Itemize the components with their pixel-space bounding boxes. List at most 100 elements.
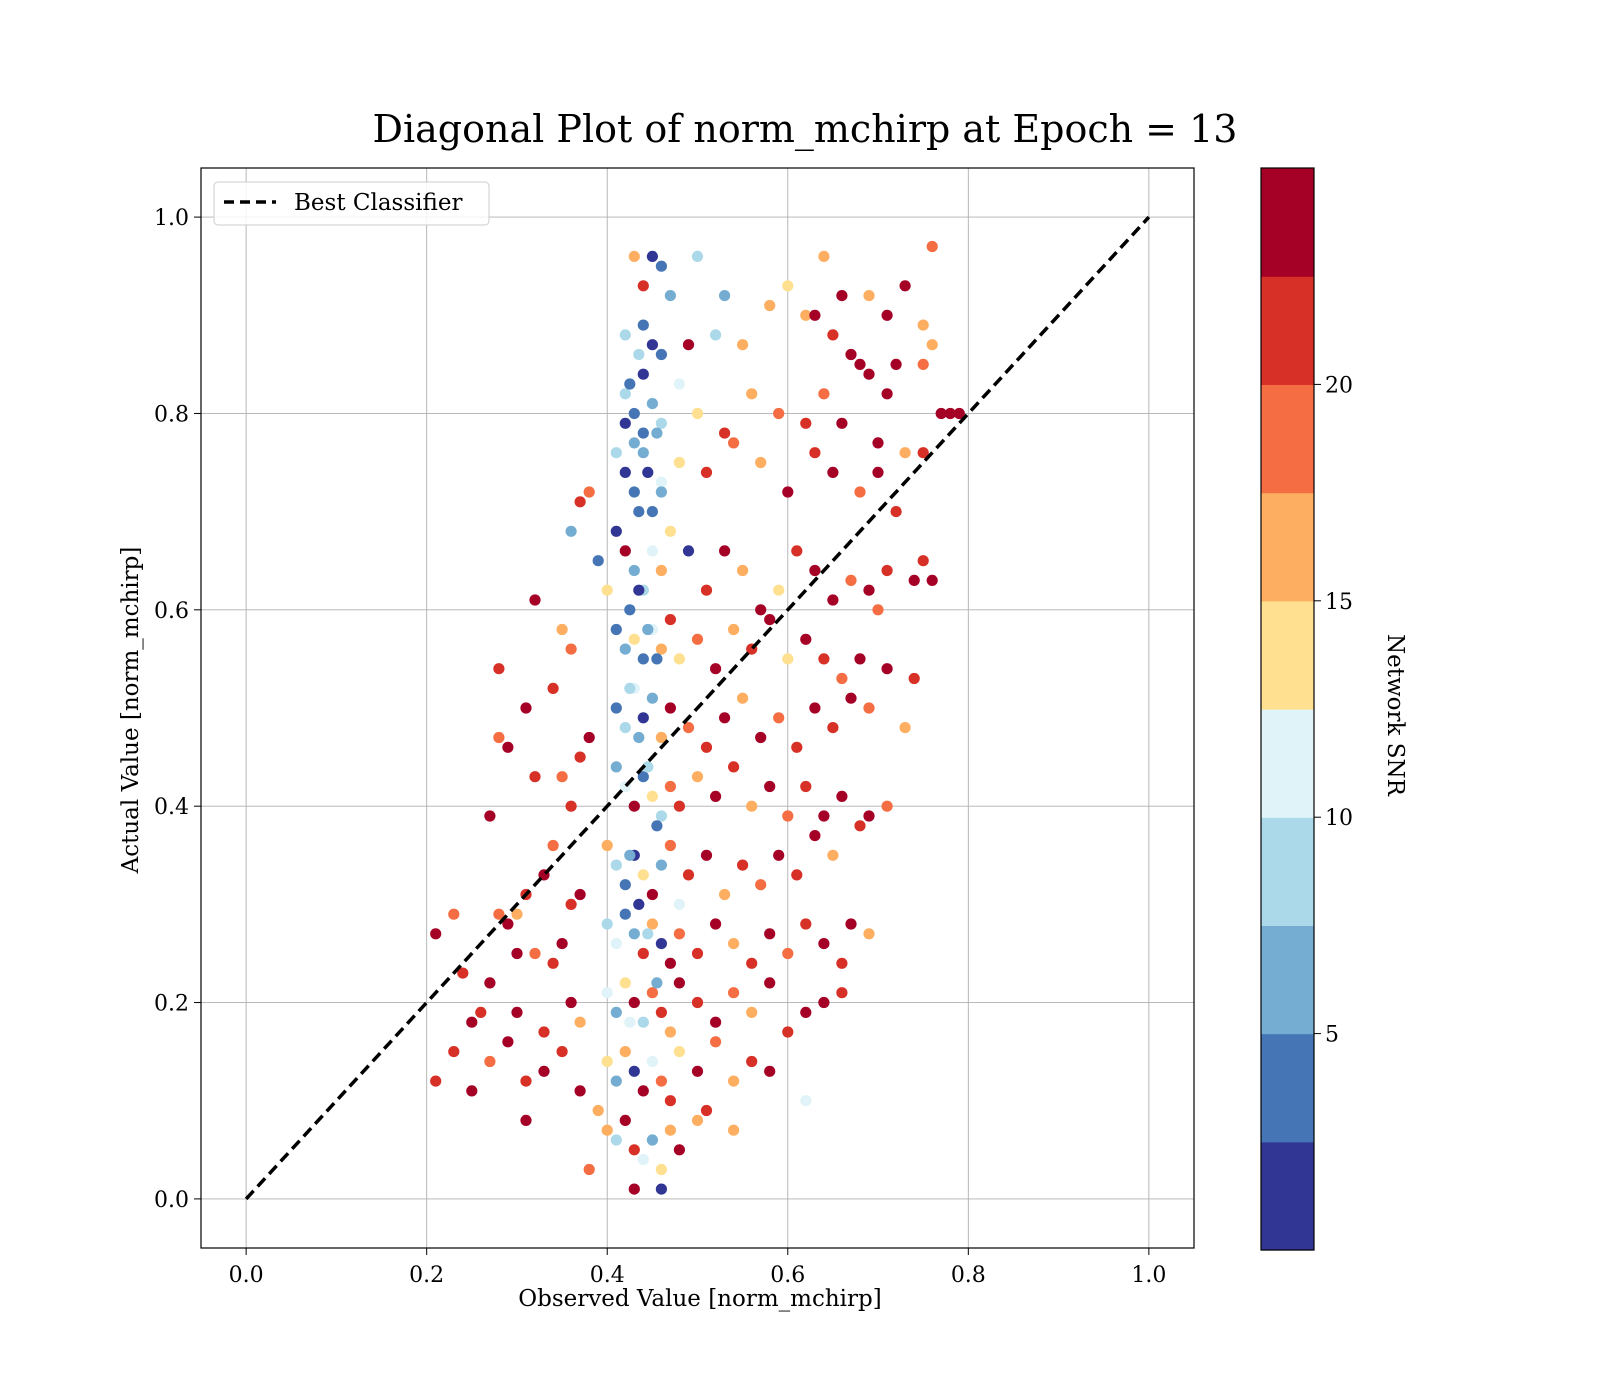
data-point <box>800 1095 812 1107</box>
data-point <box>628 250 640 262</box>
data-point <box>637 869 649 881</box>
data-point <box>493 731 505 744</box>
data-point <box>466 1085 478 1097</box>
data-point <box>863 928 875 940</box>
data-point <box>728 1124 740 1136</box>
colorbar-segment <box>1261 817 1314 926</box>
data-point <box>845 918 857 930</box>
data-point <box>764 780 776 793</box>
data-point <box>899 447 911 459</box>
data-point <box>601 1124 613 1136</box>
data-point <box>836 957 848 969</box>
data-point <box>529 594 541 606</box>
data-point <box>700 1104 713 1117</box>
data-point <box>655 348 668 361</box>
y-tick-label: 0.4 <box>154 795 189 820</box>
data-point <box>863 368 875 380</box>
data-point <box>890 506 902 518</box>
data-point <box>556 771 568 783</box>
data-point <box>565 898 577 911</box>
data-point <box>637 1016 649 1028</box>
colorbar: 5 10 15 20 Network SNR <box>1260 167 1408 1251</box>
data-point <box>899 722 911 734</box>
data-point <box>574 888 586 901</box>
data-point <box>633 898 645 911</box>
data-point <box>782 810 794 822</box>
data-point <box>565 525 577 537</box>
x-tick-label: 1.0 <box>1131 1263 1166 1288</box>
data-point <box>637 368 649 380</box>
data-point <box>646 1055 659 1068</box>
data-point <box>646 506 659 518</box>
data-point <box>646 545 659 557</box>
data-point <box>673 928 686 940</box>
data-point <box>633 584 645 596</box>
data-point <box>800 633 812 645</box>
data-point <box>682 722 695 734</box>
data-point <box>664 957 677 969</box>
data-point <box>773 584 785 596</box>
data-point <box>610 623 622 636</box>
data-point <box>624 682 636 695</box>
y-axis-label: Actual Value [norm_mchirp] <box>118 547 144 875</box>
data-point <box>628 407 640 420</box>
chart-title: Diagonal Plot of norm_mchirp at Epoch = … <box>373 107 1238 152</box>
data-point <box>737 339 749 351</box>
data-point <box>926 240 938 253</box>
data-point <box>628 928 640 940</box>
data-point <box>710 1016 722 1028</box>
data-point <box>872 466 884 478</box>
data-point <box>655 476 668 488</box>
data-point <box>655 938 668 950</box>
data-point <box>637 1085 649 1097</box>
data-point <box>619 908 631 920</box>
data-point <box>836 987 848 999</box>
data-point <box>457 967 469 979</box>
data-point <box>601 584 613 596</box>
data-point <box>700 849 713 861</box>
data-point <box>881 309 893 321</box>
data-point <box>818 250 830 262</box>
data-point <box>691 996 704 1009</box>
data-point <box>642 623 654 636</box>
data-point <box>637 280 649 292</box>
data-point <box>746 1006 758 1019</box>
x-axis-ticks: 0.0 0.2 0.4 0.6 0.8 1.0 <box>229 1248 1166 1288</box>
data-point <box>863 810 875 822</box>
data-point <box>619 417 631 429</box>
data-point <box>547 839 559 852</box>
data-point <box>493 663 505 675</box>
data-point <box>619 545 631 557</box>
data-point <box>664 614 677 626</box>
colorbar-segment <box>1261 709 1314 818</box>
data-point <box>782 486 794 498</box>
data-point <box>710 329 722 341</box>
data-point <box>655 417 668 429</box>
data-point <box>633 731 645 744</box>
data-point <box>845 574 857 587</box>
data-point <box>646 339 659 351</box>
data-point <box>637 319 649 331</box>
data-point <box>800 780 812 793</box>
data-point <box>863 290 875 302</box>
x-tick-label: 0.0 <box>229 1263 264 1288</box>
data-point <box>881 800 893 812</box>
data-point <box>764 614 776 626</box>
data-point <box>475 1006 487 1019</box>
data-point <box>592 1104 604 1117</box>
data-point <box>655 260 668 272</box>
data-point <box>637 1154 649 1166</box>
data-point <box>628 633 640 645</box>
data-point <box>908 672 920 685</box>
data-point <box>881 663 893 675</box>
data-point <box>664 702 677 714</box>
data-point <box>710 790 722 803</box>
x-tick-label: 0.6 <box>770 1263 805 1288</box>
legend-box <box>213 181 490 226</box>
data-point <box>773 712 785 724</box>
data-point <box>755 879 767 891</box>
data-point <box>673 977 686 989</box>
data-point <box>642 928 654 940</box>
data-point <box>646 987 659 999</box>
data-point <box>646 918 659 930</box>
